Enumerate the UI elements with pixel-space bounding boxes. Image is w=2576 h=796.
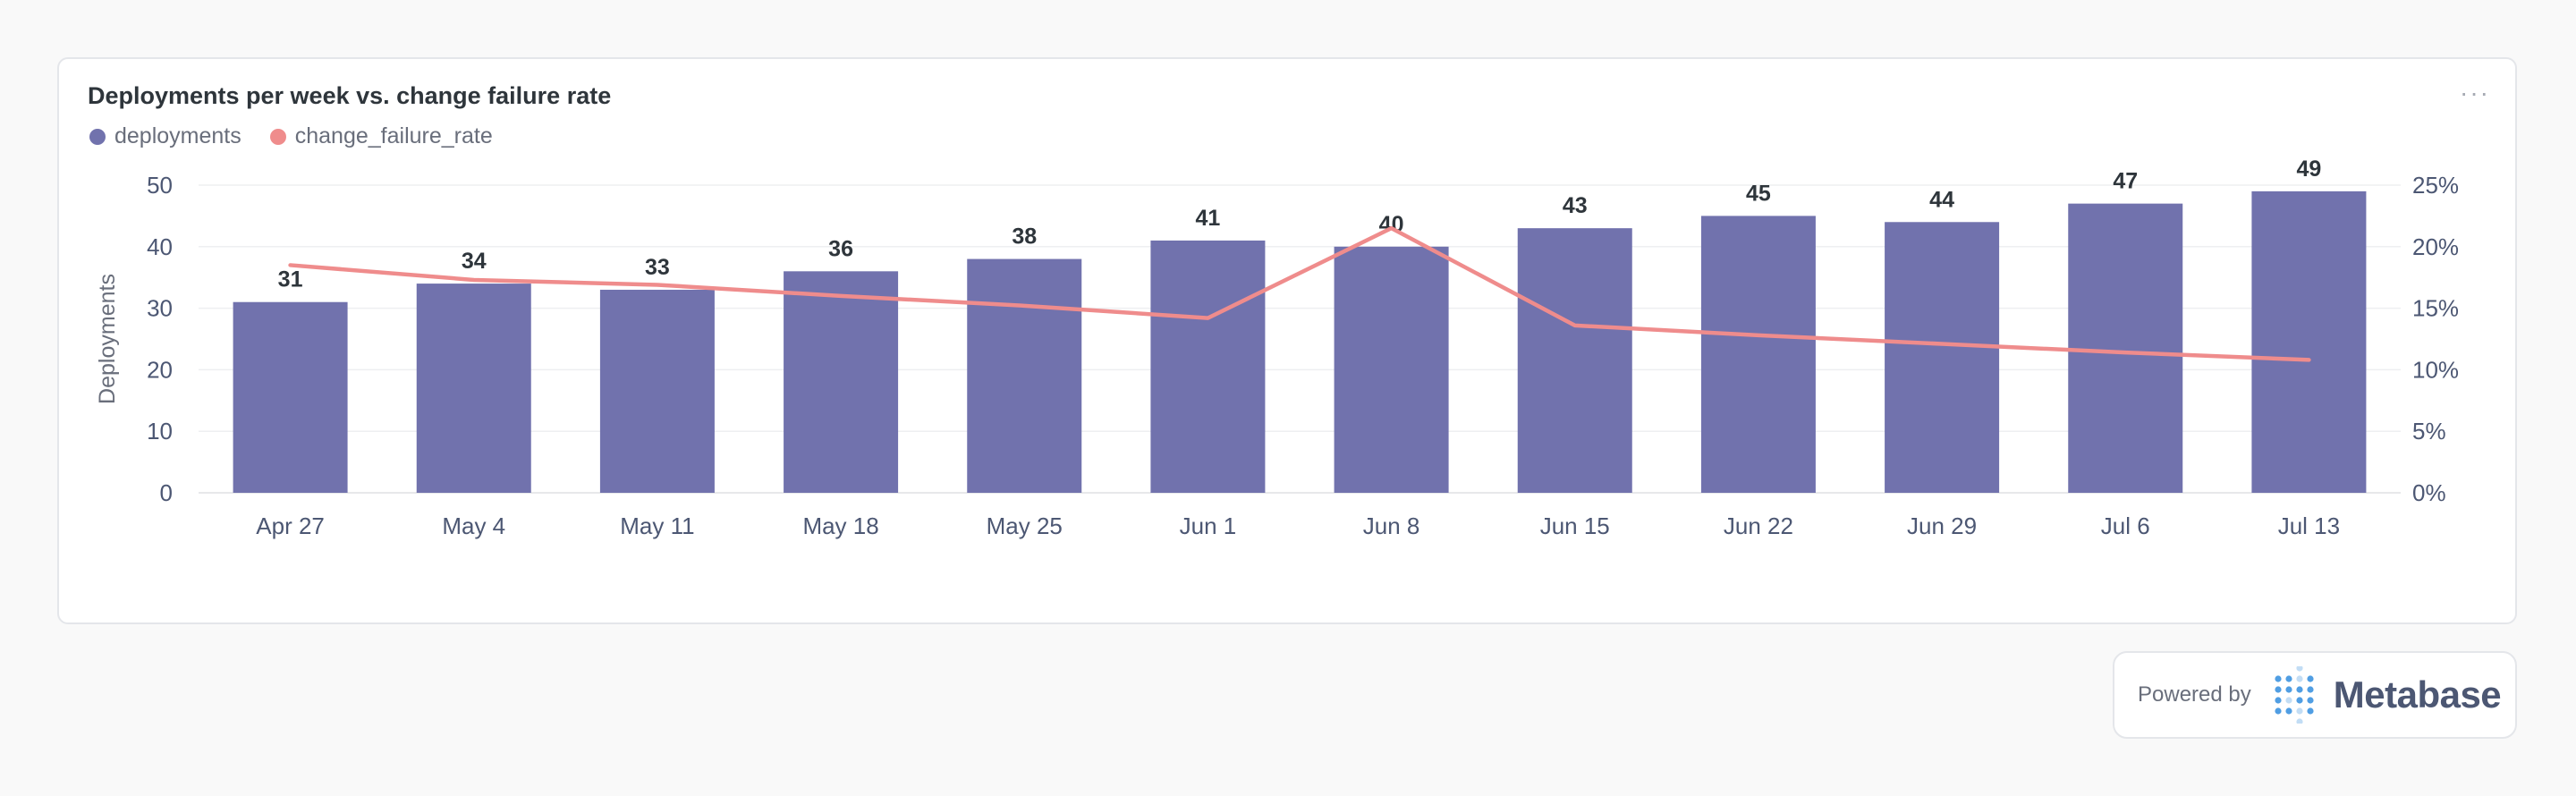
bar-data-label: 33	[645, 255, 670, 280]
bar	[1150, 240, 1266, 493]
bar	[1885, 222, 2000, 493]
y-tick-label: 0	[160, 479, 173, 506]
x-tick-label: Jun 1	[1180, 512, 1237, 539]
legend-label-change-failure-rate: change_failure_rate	[294, 123, 493, 148]
x-tick-label: May 18	[802, 512, 878, 539]
legend-item-change-failure-rate[interactable]: change_failure_rate	[269, 123, 493, 149]
powered-by-badge[interactable]: Powered by Metabase	[2113, 651, 2517, 739]
card-title[interactable]: Deployments per week vs. change failure …	[88, 82, 612, 109]
y-tick-label: 40	[147, 233, 173, 260]
y-axis-label: Deployments	[95, 274, 120, 404]
legend-swatch-deployments	[89, 128, 106, 145]
y-tick-label: 20	[147, 356, 173, 383]
bar	[967, 258, 1082, 493]
y-tick-label: 50	[147, 172, 173, 199]
y-tick-label: 10	[147, 418, 173, 445]
bar-data-label: 47	[2113, 169, 2138, 194]
x-tick-label: Jun 22	[1724, 512, 1793, 539]
bar-data-label: 38	[1012, 224, 1037, 250]
y2-tick-label: 25%	[2412, 172, 2459, 199]
bar	[1517, 228, 1632, 493]
combo-chart: 0 10 20 30 40 50 0% 5% 10% 15% 20% 25% Deployments 31…	[95, 157, 2459, 539]
bar	[233, 301, 348, 493]
more-options-icon[interactable]: ···	[2460, 79, 2490, 106]
x-tick-label: Jun 8	[1363, 512, 1420, 539]
bar-data-label: 43	[1563, 193, 1588, 218]
x-tick-label: May 4	[442, 512, 505, 539]
bar-data-label: 44	[1929, 187, 1954, 212]
y-tick-label: 30	[147, 295, 173, 322]
bar-data-label: 45	[1746, 181, 1771, 206]
bar	[2068, 203, 2183, 493]
x-tick-label: Jul 13	[2278, 512, 2340, 539]
x-tick-label: May 11	[620, 512, 694, 539]
y2-tick-label: 0%	[2412, 479, 2446, 506]
bar-data-label: 49	[2297, 157, 2322, 182]
x-tick-label: Apr 27	[256, 512, 325, 539]
powered-by-text: Powered by	[2138, 682, 2251, 707]
legend-label-deployments: deployments	[114, 123, 242, 148]
bar	[599, 289, 715, 493]
bar	[1334, 246, 1449, 493]
x-tick-label: May 25	[987, 512, 1063, 539]
y2-tick-label: 15%	[2412, 295, 2459, 322]
legend-swatch-change-failure-rate	[269, 128, 286, 145]
line-change-failure-rate	[288, 225, 2311, 362]
bar-data-label: 36	[828, 236, 853, 261]
chart-legend: deployments change_failure_rate	[89, 123, 493, 149]
x-tick-label: Jun 29	[1907, 512, 1977, 539]
y2-tick-label: 10%	[2412, 356, 2459, 383]
bar-data-label: 34	[462, 249, 487, 274]
bar	[784, 271, 899, 493]
bar	[1700, 216, 1816, 493]
y2-tick-label: 5%	[2412, 418, 2446, 445]
bar-data-label: 41	[1196, 206, 1221, 231]
x-tick-label: Jul 6	[2101, 512, 2150, 539]
legend-item-deployments[interactable]: deployments	[89, 123, 242, 149]
y2-tick-label: 20%	[2412, 233, 2459, 260]
bar	[2251, 191, 2367, 493]
bar	[416, 284, 531, 493]
metabase-brand-text: Metabase	[2333, 673, 2502, 716]
x-tick-label: Jun 15	[1540, 512, 1610, 539]
metabase-logo-icon	[2275, 666, 2314, 724]
bar-data-label: 31	[278, 267, 303, 292]
